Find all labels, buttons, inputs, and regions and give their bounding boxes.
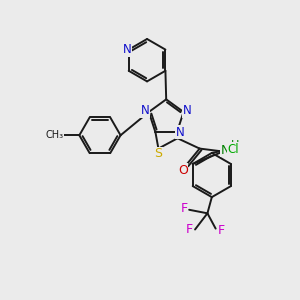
Text: F: F (186, 223, 193, 236)
Text: F: F (218, 224, 224, 237)
Text: Cl: Cl (227, 143, 239, 156)
Text: CH₃: CH₃ (46, 130, 64, 140)
Text: H: H (231, 140, 240, 150)
Text: F: F (180, 202, 188, 215)
Text: O: O (178, 164, 188, 177)
Text: S: S (154, 147, 162, 161)
Text: N: N (141, 104, 150, 117)
Text: N: N (176, 126, 185, 139)
Text: N: N (123, 43, 132, 56)
Text: N: N (221, 143, 230, 157)
Text: N: N (183, 104, 191, 117)
